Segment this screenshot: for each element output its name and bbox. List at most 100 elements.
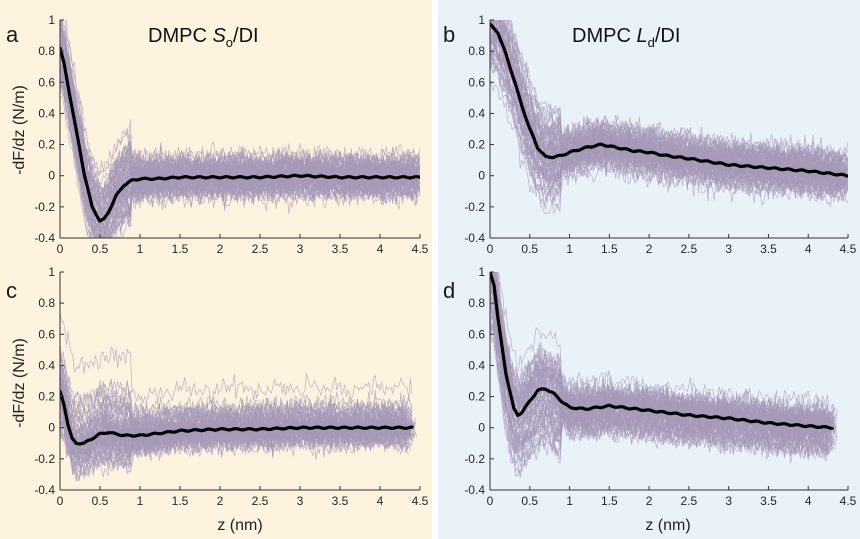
x-tick-label: 0: [487, 494, 494, 508]
trace-line: [62, 20, 420, 196]
y-tick-label: 0.6: [468, 75, 485, 89]
trace-line: [496, 272, 831, 427]
y-tick-label: 0.8: [468, 296, 485, 310]
title-b: DMPC Ld/DI: [572, 25, 680, 50]
trace-line: [60, 370, 408, 435]
trace-line: [60, 312, 413, 404]
x-tick-label: 1.5: [601, 494, 618, 508]
y-tick-label: -0.4: [34, 483, 55, 497]
trace-line: [60, 343, 413, 424]
panel-letter-a: a: [6, 22, 19, 47]
trace-line: [490, 301, 828, 452]
trace-line: [490, 47, 848, 194]
trace-line: [496, 272, 831, 419]
y-tick-label: 0.2: [38, 138, 55, 152]
trace-line: [60, 24, 419, 197]
x-tick-label: 2: [646, 242, 653, 256]
trace-line: [60, 402, 410, 465]
axes: 0 0.5 1 1.5 2 2.5 3 3.5 4 4.5 -0.4 -0.2 0 0.2 0.4 0.6 0.…: [34, 13, 428, 256]
trace-line: [60, 377, 416, 446]
y-tick-label: 0.4: [468, 358, 485, 372]
y-tick-label: -0.4: [464, 231, 485, 245]
y-tick-label: 0.6: [38, 75, 55, 89]
y-tick-label: 0.8: [38, 44, 55, 58]
trace-line: [60, 366, 409, 432]
panel-c: 0 0.5 1 1.5 2 2.5 3 3.5 4 4.5 -0.4 -0.2 0 0.2 0.4 0.6 0.…: [34, 265, 428, 508]
x-tick-label: 2.5: [681, 494, 698, 508]
x-tick-label: 0.5: [92, 494, 109, 508]
right-background: [438, 0, 860, 539]
y-tick-label: 0.2: [468, 138, 485, 152]
x-tick-label: 0.5: [521, 494, 538, 508]
x-tick-label: 4.5: [840, 242, 857, 256]
trace-line: [490, 50, 847, 202]
trace-line: [490, 306, 838, 456]
trace-line: [490, 274, 833, 441]
trace-line: [494, 272, 836, 429]
x-tick-label: 3: [297, 494, 304, 508]
y-axis-label-bottom: -dF/dz (N/m): [11, 338, 28, 428]
y-tick-label: -0.4: [34, 231, 55, 245]
x-tick-label: 0: [57, 242, 64, 256]
x-tick-label: 4.5: [412, 494, 429, 508]
x-tick-label: 3: [725, 242, 732, 256]
y-tick-label: 1: [48, 265, 55, 279]
x-tick-label: 4: [805, 242, 812, 256]
trace-group: [490, 272, 838, 478]
y-tick-label: 0.6: [38, 327, 55, 341]
x-tick-label: 0.5: [92, 242, 109, 256]
x-tick-label: 2: [646, 494, 653, 508]
mean-line: [60, 46, 420, 223]
x-tick-label: 1.5: [601, 242, 618, 256]
mean-line: [490, 272, 834, 430]
y-tick-label: 0.4: [468, 106, 485, 120]
y-tick-label: 0: [48, 169, 55, 183]
x-tick-label: 2: [217, 494, 224, 508]
y-tick-label: 0: [48, 421, 55, 435]
trace-line: [490, 301, 833, 453]
y-tick-label: 0.8: [38, 296, 55, 310]
axes: 0 0.5 1 1.5 2 2.5 3 3.5 4 4.5 -0.4 -0.2 0 0.2 0.4 0.6 0.…: [464, 265, 856, 508]
panel-letter-c: c: [6, 278, 17, 303]
x-tick-label: 3.5: [760, 242, 777, 256]
trace-line: [509, 20, 848, 163]
x-tick-label: 1: [566, 494, 573, 508]
y-tick-label: 0: [478, 421, 485, 435]
trace-line: [490, 55, 842, 198]
x-tick-label: 1.5: [172, 494, 189, 508]
x-tick-label: 2.5: [252, 494, 269, 508]
x-tick-label: 4.5: [840, 494, 857, 508]
axes: 0 0.5 1 1.5 2 2.5 3 3.5 4 4.5 -0.4 -0.2 0 0.2 0.4 0.6 0.…: [464, 13, 856, 256]
trace-line: [490, 318, 830, 476]
panel-b: 0 0.5 1 1.5 2 2.5 3 3.5 4 4.5 -0.4 -0.2 0 0.2 0.4 0.6 0.…: [464, 13, 856, 256]
panel-d: 0 0.5 1 1.5 2 2.5 3 3.5 4 4.5 -0.4 -0.2 0 0.2 0.4 0.6 0.…: [464, 265, 856, 508]
y-tick-label: 0: [478, 169, 485, 183]
y-tick-label: -0.4: [464, 483, 485, 497]
trace-line: [490, 20, 848, 184]
y-tick-label: 0.2: [38, 390, 55, 404]
x-tick-label: 3.5: [332, 494, 349, 508]
y-tick-label: -0.2: [34, 452, 55, 466]
x-tick-label: 3: [725, 494, 732, 508]
x-tick-label: 4.5: [412, 242, 429, 256]
trace-line: [60, 358, 411, 425]
y-tick-label: 1: [478, 13, 485, 27]
x-tick-label: 2: [217, 242, 224, 256]
trace-line: [60, 95, 418, 238]
trace-line: [490, 309, 833, 461]
mean-line: [60, 389, 414, 446]
panel-a: 0 0.5 1 1.5 2 2.5 3 3.5 4 4.5 -0.4 -0.2 0 0.2 0.4 0.6 0.…: [34, 13, 428, 256]
y-tick-label: 1: [478, 265, 485, 279]
trace-line: [60, 419, 406, 482]
y-tick-label: -0.2: [34, 200, 55, 214]
trace-line: [498, 20, 844, 170]
panel-letter-b: b: [443, 22, 455, 47]
x-tick-label: 1: [137, 494, 144, 508]
x-tick-label: 1.5: [172, 242, 189, 256]
x-tick-label: 0: [487, 242, 494, 256]
trace-line: [60, 63, 418, 238]
y-tick-label: 1: [48, 13, 55, 27]
x-tick-label: 0: [57, 494, 64, 508]
y-tick-label: 0.2: [468, 390, 485, 404]
